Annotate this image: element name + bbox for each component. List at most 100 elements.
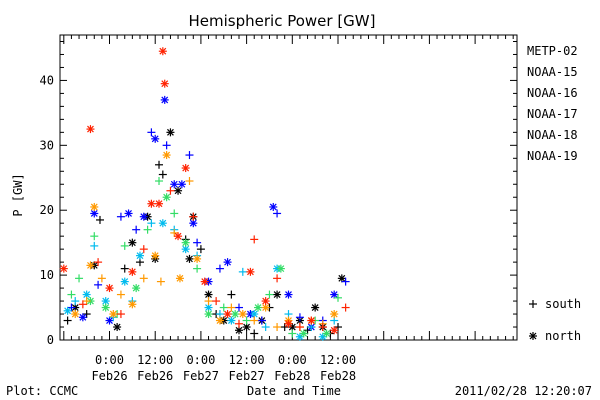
legend-entry: NOAA-18 — [527, 128, 578, 142]
south-point — [193, 238, 202, 247]
legend-entry: NOAA-16 — [527, 86, 578, 100]
south-point — [185, 177, 194, 186]
south-point — [170, 209, 179, 218]
y-tick-label: 10 — [40, 268, 54, 282]
south-point — [341, 277, 350, 286]
south-point — [147, 128, 156, 137]
x-axis-label: Date and Time — [247, 384, 341, 398]
north-point — [120, 277, 129, 286]
south-point — [139, 245, 148, 254]
north-point — [223, 310, 232, 319]
north-point — [227, 316, 236, 325]
north-point — [135, 251, 144, 260]
south-point — [162, 141, 171, 150]
north-point — [139, 212, 148, 221]
y-axis-label: P [GW] — [11, 173, 25, 216]
north-point — [155, 199, 164, 208]
marker-legend-label: north — [545, 329, 581, 343]
north-point — [200, 277, 209, 286]
south-point — [78, 300, 87, 309]
north-point — [132, 284, 141, 293]
x-tick-date-label: Feb26 — [91, 369, 127, 383]
north-point — [322, 329, 331, 338]
south-point — [219, 303, 228, 312]
y-tick-label: 20 — [40, 203, 54, 217]
x-tick-date-label: Feb28 — [274, 369, 310, 383]
south-marker-icon — [529, 300, 537, 308]
south-point — [94, 280, 103, 289]
south-point — [132, 225, 141, 234]
south-point — [63, 316, 72, 325]
north-point — [160, 95, 169, 104]
north-point — [175, 274, 184, 283]
north-point — [90, 202, 99, 211]
y-tick-label: 40 — [40, 73, 54, 87]
y-axis: 0 10 20 30 40 — [40, 40, 517, 347]
north-point — [185, 254, 194, 263]
south-point — [273, 323, 282, 332]
x-tick-label: 0:00 — [186, 353, 215, 367]
data-points — [59, 47, 350, 341]
north-point — [151, 251, 160, 260]
north-point — [215, 316, 224, 325]
x-tick-date-label: Feb27 — [229, 369, 265, 383]
plot-frame — [59, 34, 518, 341]
south-point — [257, 316, 266, 325]
south-point — [250, 329, 259, 338]
north-point — [124, 209, 133, 218]
north-point — [86, 261, 95, 270]
south-point — [155, 160, 164, 169]
south-point — [318, 323, 327, 332]
chart-title: Hemispheric Power [GW] — [189, 12, 376, 30]
north-point — [238, 310, 247, 319]
south-point — [273, 274, 282, 283]
north-point — [330, 290, 339, 299]
south-point — [288, 329, 297, 338]
south-point — [341, 303, 350, 312]
north-point — [147, 199, 156, 208]
footer-source: Plot: CCMC — [6, 384, 78, 398]
south-point — [242, 316, 251, 325]
north-point — [181, 164, 190, 173]
north-point — [166, 128, 175, 137]
x-axis: 0:00 Feb26 12:00 Feb26 0:00 Feb27 12:00 Feb27 0:… — [63, 35, 514, 383]
north-point — [128, 300, 137, 309]
north-point — [162, 151, 171, 160]
north-point — [254, 303, 263, 312]
south-point — [120, 264, 129, 273]
south-point — [166, 186, 175, 195]
south-point — [238, 267, 247, 276]
north-point — [193, 254, 202, 263]
south-point — [212, 297, 221, 306]
north-point — [162, 193, 171, 202]
south-point — [147, 219, 156, 228]
south-point — [158, 170, 167, 179]
legend-entry: NOAA-17 — [527, 107, 578, 121]
north-point — [105, 284, 114, 293]
south-point — [97, 274, 106, 283]
south-point — [71, 297, 80, 306]
north-point — [63, 306, 72, 315]
south-point — [295, 323, 304, 332]
south-point — [234, 303, 243, 312]
x-tick-label: 12:00 — [320, 353, 356, 367]
north-point — [330, 310, 339, 319]
south-point — [227, 303, 236, 312]
south-point — [204, 297, 213, 306]
north-point — [231, 310, 240, 319]
south-point — [94, 258, 103, 267]
south-point — [155, 177, 164, 186]
x-tick-date-label: Feb28 — [320, 369, 356, 383]
south-point — [116, 310, 125, 319]
x-tick-label: 12:00 — [229, 353, 265, 367]
marker-legend-label: south — [545, 297, 581, 311]
north-point — [101, 303, 110, 312]
south-point — [90, 232, 99, 241]
north-point — [160, 79, 169, 88]
north-point — [307, 316, 316, 325]
south-point — [189, 212, 198, 221]
north-point — [276, 264, 285, 273]
south-point — [139, 274, 148, 283]
north-point — [204, 310, 213, 319]
